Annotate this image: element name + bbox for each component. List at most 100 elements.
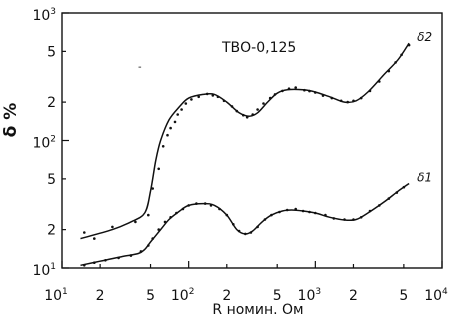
y-tick-label: 5 xyxy=(47,44,56,60)
data-point xyxy=(278,210,281,214)
x-tick-label-text: 10 xyxy=(171,288,189,304)
data-point xyxy=(175,211,178,215)
data-point xyxy=(402,185,406,189)
data-point xyxy=(161,145,165,148)
data-point xyxy=(308,89,311,93)
x-tick-label-text: 5 xyxy=(399,288,408,304)
data-point xyxy=(314,91,317,94)
data-point xyxy=(244,232,247,236)
data-point xyxy=(180,108,183,111)
data-point xyxy=(352,218,355,221)
data-point xyxy=(400,53,403,57)
data-point xyxy=(83,264,86,267)
data-point xyxy=(273,93,277,96)
y-tick-label-exponent: 2 xyxy=(50,135,56,145)
data-point xyxy=(151,187,154,190)
data-point xyxy=(249,231,253,234)
data-point xyxy=(251,113,254,116)
x-tick-label: 5 xyxy=(399,288,408,304)
data-point xyxy=(134,220,137,224)
x-tick-label: 2 xyxy=(349,288,358,304)
chart-annotation: ТВО-0,125 xyxy=(221,40,296,56)
data-point xyxy=(205,92,209,96)
y-tick-label: 101 xyxy=(32,262,56,279)
data-point xyxy=(216,95,220,99)
data-point xyxy=(395,191,399,194)
data-point xyxy=(368,209,372,213)
data-point xyxy=(157,228,160,231)
data-point xyxy=(378,80,381,83)
x-tick-label-text: 10 xyxy=(424,288,442,304)
data-point xyxy=(256,225,259,229)
series-label: δ2 xyxy=(417,30,432,44)
data-point xyxy=(346,100,350,104)
data-point xyxy=(359,216,363,219)
x-tick-label-text: 5 xyxy=(146,288,155,304)
y-tick-label-text: 10 xyxy=(32,136,50,152)
data-point xyxy=(129,254,133,257)
series-line xyxy=(80,182,410,267)
data-point xyxy=(262,102,265,105)
data-point xyxy=(263,218,267,221)
data-point xyxy=(245,116,249,119)
x-tick-label-text: 10 xyxy=(298,288,316,304)
data-point xyxy=(147,244,150,247)
data-point xyxy=(394,61,397,64)
data-point xyxy=(387,69,391,73)
x-axis-ticks: 101 2 5 102 2 5 103 2 5 104 xyxy=(44,261,448,304)
x-tick-label-text: 10 xyxy=(44,288,62,304)
data-point xyxy=(332,217,336,220)
series-label: δ1 xyxy=(417,170,432,184)
data-point xyxy=(230,105,234,108)
data-point xyxy=(104,259,107,262)
data-point xyxy=(218,207,221,211)
data-point xyxy=(237,229,241,233)
y-tick-label-text: 5 xyxy=(47,172,56,188)
x-axis-title: R номин. Ом xyxy=(212,302,303,318)
data-point xyxy=(166,133,169,137)
data-point xyxy=(287,87,291,90)
x-tick-label: 2 xyxy=(222,288,231,304)
y-tick-label: 5 xyxy=(47,172,56,188)
x-tick-label: 103 xyxy=(298,287,322,304)
y-tick-label: 2 xyxy=(47,95,56,111)
data-point xyxy=(303,88,306,92)
data-point xyxy=(235,109,239,113)
data-point xyxy=(139,250,143,253)
data-point xyxy=(294,207,298,211)
data-point xyxy=(195,202,198,205)
y-tick-label: 103 xyxy=(32,7,56,24)
data-point xyxy=(176,113,179,116)
x-tick-label: 5 xyxy=(146,288,155,304)
data-point xyxy=(407,43,411,47)
data-point xyxy=(301,209,305,213)
y-tick-label-exponent: 3 xyxy=(50,7,56,17)
data-point xyxy=(173,120,177,124)
data-point xyxy=(203,202,207,205)
data-point xyxy=(268,96,272,100)
data-point xyxy=(187,204,190,207)
y-tick-label-text: 2 xyxy=(47,95,56,111)
data-point xyxy=(242,113,245,117)
data-point xyxy=(157,167,160,171)
data-point xyxy=(256,108,259,111)
data-point xyxy=(93,261,96,265)
data-point xyxy=(93,237,96,240)
data-point xyxy=(197,95,200,99)
data-point xyxy=(343,218,346,221)
data-point xyxy=(190,98,193,101)
series-2: δ1 xyxy=(80,170,432,267)
data-point xyxy=(117,256,120,260)
x-tick-label-text: 5 xyxy=(273,288,282,304)
data-point xyxy=(184,102,188,105)
data-point xyxy=(281,89,284,93)
data-point xyxy=(211,94,215,97)
y-tick-label-exponent: 1 xyxy=(50,262,56,272)
x-tick-label-exponent: 1 xyxy=(62,287,68,297)
data-point xyxy=(169,216,172,219)
x-tick-label: 2 xyxy=(96,288,105,304)
x-tick-label: 102 xyxy=(171,287,195,304)
data-point xyxy=(169,126,172,130)
x-tick-label: 104 xyxy=(424,287,448,304)
